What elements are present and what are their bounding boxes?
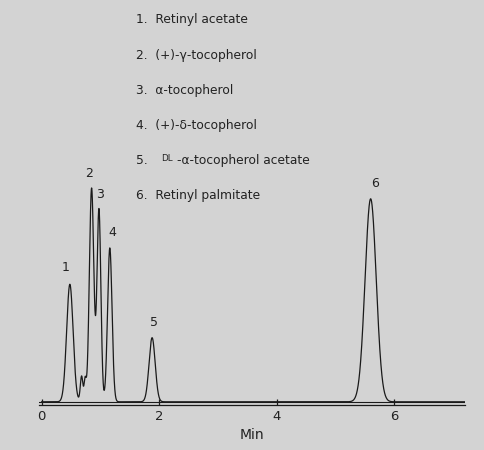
Text: 6: 6	[371, 177, 378, 190]
Text: 3.  α-tocopherol: 3. α-tocopherol	[136, 84, 233, 97]
Text: 4.  (+)-δ-tocopherol: 4. (+)-δ-tocopherol	[136, 119, 257, 132]
Text: 6.  Retinyl palmitate: 6. Retinyl palmitate	[136, 189, 259, 202]
Text: 5: 5	[151, 316, 158, 329]
Text: 3: 3	[95, 188, 104, 201]
Text: 1: 1	[62, 261, 70, 274]
Text: 4: 4	[108, 226, 116, 239]
Text: 5.: 5.	[136, 154, 155, 167]
Text: 1.  Retinyl acetate: 1. Retinyl acetate	[136, 14, 247, 27]
X-axis label: Min: Min	[240, 428, 264, 442]
Text: DL: DL	[161, 154, 172, 163]
Text: -α-tocopherol acetate: -α-tocopherol acetate	[177, 154, 309, 167]
Text: 2.  (+)-γ-tocopherol: 2. (+)-γ-tocopherol	[136, 49, 256, 62]
Text: 2: 2	[85, 166, 92, 180]
